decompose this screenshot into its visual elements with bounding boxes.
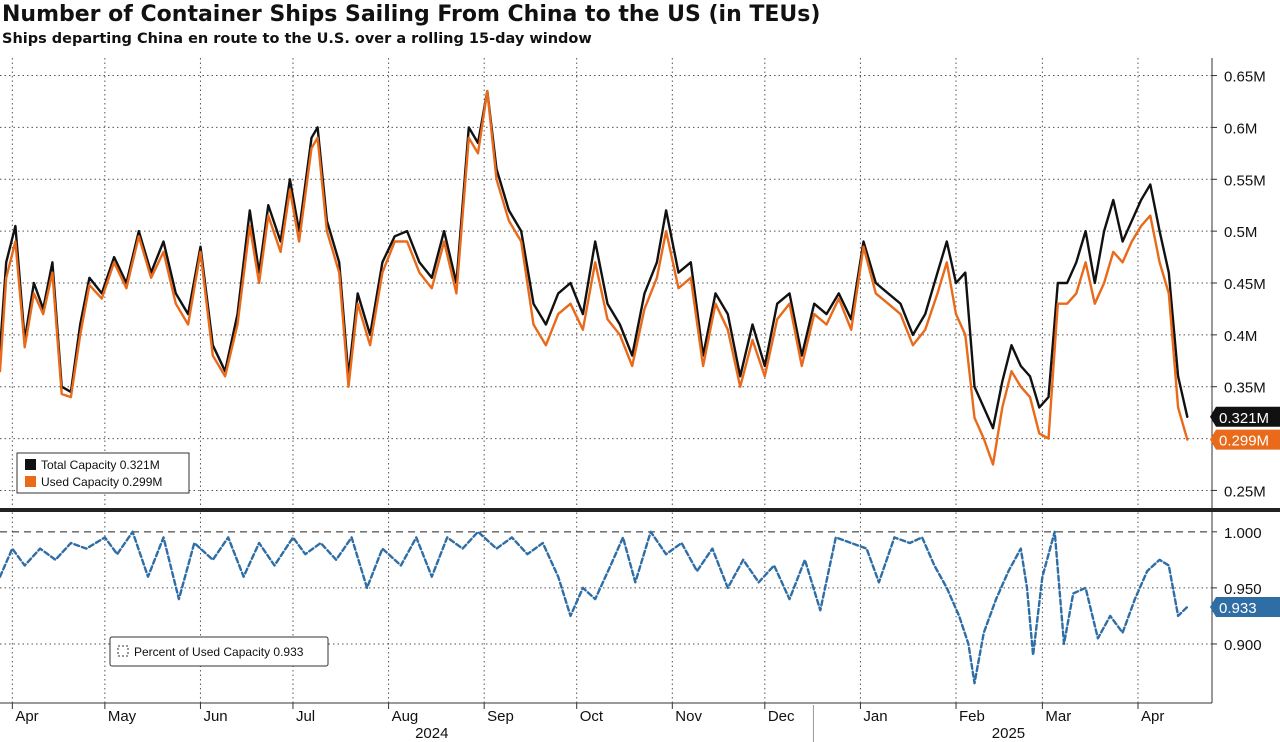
series-line-percent-used — [0, 530, 1189, 685]
x-tick-label-7: Nov — [675, 708, 702, 725]
legend-box — [16, 452, 190, 494]
top-y-tick-label-4: 0.45M — [1224, 276, 1266, 293]
series-line-total-capacity — [0, 89, 1189, 430]
x-tick-label-9: Jan — [863, 708, 887, 725]
top-y-tick-label-8: 0.65M — [1224, 69, 1266, 86]
panel-divider — [0, 508, 1280, 512]
legend-label-percent: Percent of Used Capacity 0.933 — [134, 645, 304, 659]
x-tick-label-11: Mar — [1045, 708, 1071, 725]
year-label-1: 2025 — [992, 725, 1025, 742]
last-value-used-text: 0.299M — [1219, 433, 1269, 450]
top-y-tick-label-7: 0.6M — [1224, 120, 1257, 137]
bottom-y-tick-label-0: 0.900 — [1224, 637, 1262, 654]
x-tick-label-12: Apr — [1141, 708, 1164, 725]
last-value-used-bg — [1210, 429, 1280, 450]
bottom-y-tick-label-2: 1.000 — [1224, 525, 1262, 542]
x-tick-label-4: Aug — [392, 708, 419, 725]
year-label-0: 2024 — [415, 725, 448, 742]
legend-label-used: Used Capacity 0.299M — [41, 475, 162, 489]
x-tick-label-1: May — [108, 708, 137, 725]
x-tick-label-2: Jun — [203, 708, 227, 725]
chart-title: Number of Container Ships Sailing From C… — [2, 2, 821, 27]
x-tick-label-8: Dec — [768, 708, 795, 725]
last-value-total-bg — [1210, 406, 1280, 427]
legend-label-total: Total Capacity 0.321M — [41, 458, 160, 472]
legend-swatch-percent — [117, 645, 129, 657]
legend-swatch-total — [25, 459, 36, 470]
x-tick-label-5: Sep — [487, 708, 514, 725]
top-y-tick-label-5: 0.5M — [1224, 224, 1257, 241]
x-tick-label-3: Jul — [296, 708, 315, 725]
x-tick-label-6: Oct — [580, 708, 604, 725]
legend-box-percent — [109, 636, 329, 667]
legend-swatch-used — [25, 476, 36, 487]
bottom-y-tick-label-1: 0.950 — [1224, 581, 1262, 598]
top-y-tick-label-3: 0.4M — [1224, 328, 1257, 345]
x-tick-label-10: Feb — [959, 708, 985, 725]
top-y-tick-label-2: 0.35M — [1224, 380, 1266, 397]
last-value-total-text: 0.321M — [1219, 410, 1269, 427]
series-line-used-capacity — [0, 89, 1189, 466]
top-y-tick-label-0: 0.25M — [1224, 483, 1266, 500]
chart-subtitle: Ships departing China en route to the U.… — [2, 31, 592, 47]
top-y-tick-label-6: 0.55M — [1224, 172, 1266, 189]
last-value-percent-text: 0.933 — [1219, 600, 1257, 617]
x-tick-label-0: Apr — [15, 708, 38, 725]
last-value-percent-bg — [1210, 596, 1280, 617]
